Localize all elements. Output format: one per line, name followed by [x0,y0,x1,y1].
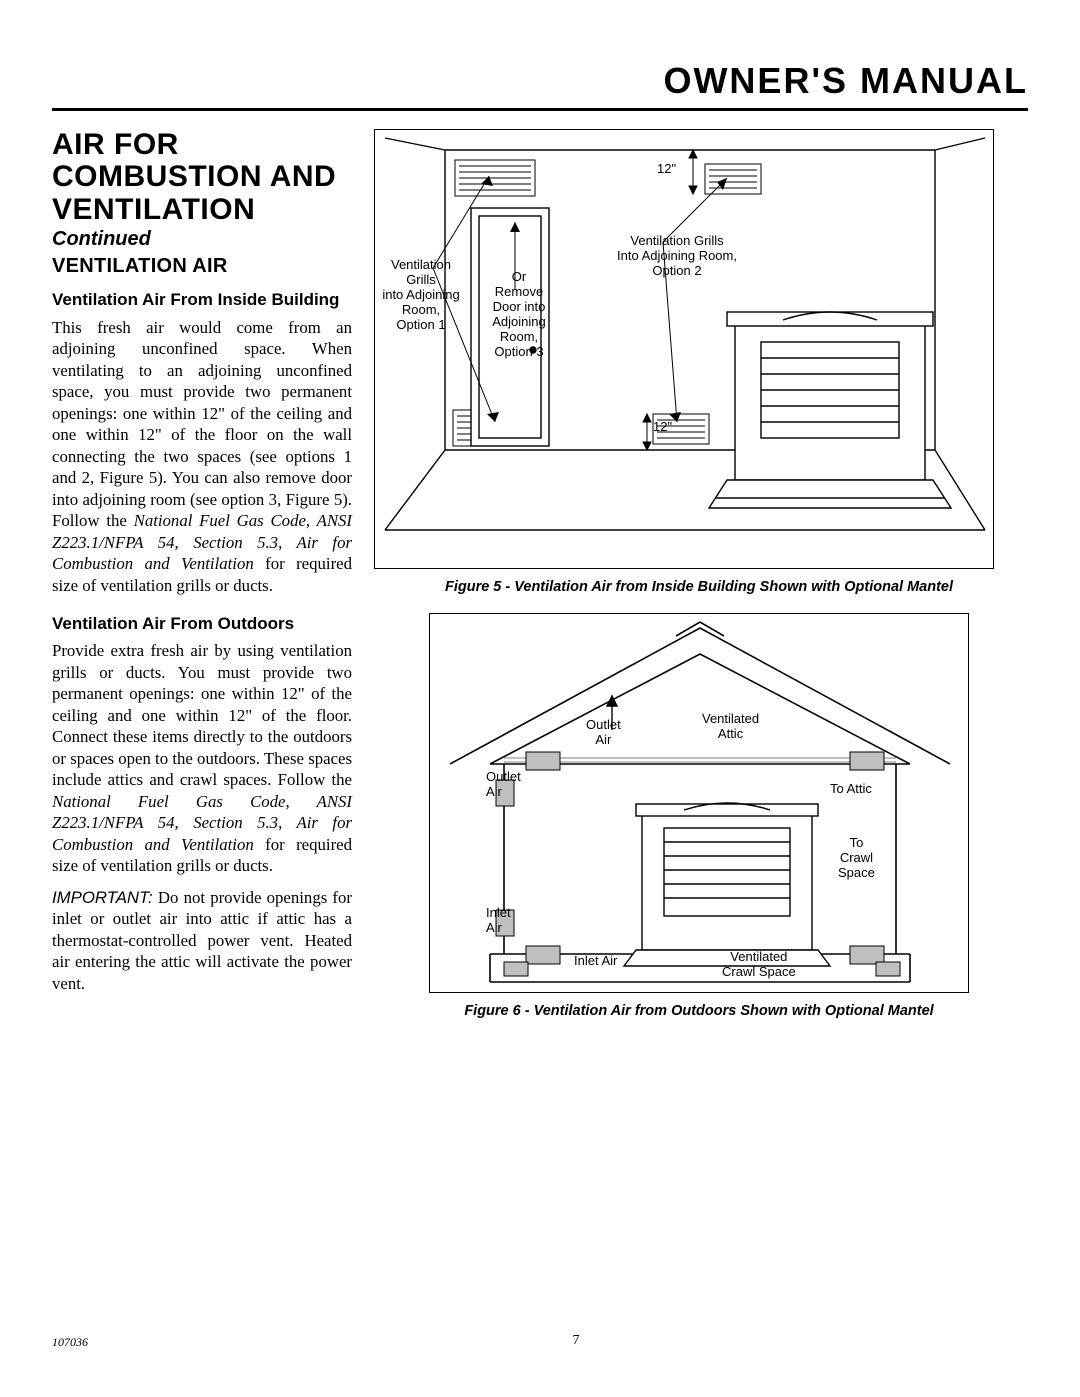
figure-5-caption: Figure 5 - Ventilation Air from Inside B… [370,579,1028,595]
inside-building-subheading: Ventilation Air From Inside Building [52,290,352,310]
body-text: This fresh air would come from an adjoin… [52,318,352,531]
ventilation-air-heading: VENTILATION AIR [52,255,352,278]
outdoors-subheading: Ventilation Air From Outdoors [52,614,352,634]
fig6-to-crawl: To Crawl Space [838,836,875,881]
fig6-outlet-top: Outlet Air [586,718,621,748]
fig5-12inch-bottom: 12" [653,420,672,435]
title-line: COMBUSTION AND [52,160,336,193]
fig6-to-attic: To Attic [830,782,872,797]
paragraph-important: IMPORTANT: Do not provide openings for i… [52,887,352,995]
page-footer: 107036 7 [52,1333,1028,1351]
doc-number: 107036 [52,1335,88,1349]
figure-6-caption: Figure 6 - Ventilation Air from Outdoors… [370,1003,1028,1019]
fig6-vent-crawl: Ventilated Crawl Space [722,950,796,980]
fig5-12inch-top: 12" [657,162,676,177]
fig5-option2-label: Ventilation Grills Into Adjoining Room, … [607,234,747,279]
fig6-inlet-left: Inlet Air [486,906,511,936]
section-title: AIR FOR COMBUSTION AND VENTILATION [52,129,352,226]
paragraph-outdoors: Provide extra fresh air by using ventila… [52,640,352,877]
left-column: AIR FOR COMBUSTION AND VENTILATION Conti… [52,129,352,1019]
header-rule [52,108,1028,111]
page-number: 7 [88,1333,1064,1349]
fig6-vent-attic: Ventilated Attic [702,712,759,742]
fig5-option1-label: Ventilation Grills into Adjoining Room, … [381,258,461,333]
important-label: IMPORTANT: [52,888,153,907]
right-column: Ventilation Grills into Adjoining Room, … [370,129,1028,1019]
page-header: OWNER'S MANUAL [52,60,1028,102]
figure-5: Ventilation Grills into Adjoining Room, … [374,129,994,569]
fig6-outlet-left: Outlet Air [486,770,521,800]
fig6-inlet-bottom: Inlet Air [574,954,617,969]
title-line: AIR FOR [52,128,179,161]
body-text: Provide extra fresh air by using ventila… [52,641,352,789]
figure-6-svg [430,614,970,994]
figure-5-svg [375,130,995,570]
fig5-option3-label: Or Remove Door into Adjoining Room, Opti… [483,270,555,360]
title-line: VENTILATION [52,193,255,226]
page: OWNER'S MANUAL AIR FOR COMBUSTION AND VE… [0,0,1080,1397]
content-columns: AIR FOR COMBUSTION AND VENTILATION Conti… [52,129,1028,1019]
paragraph-inside: This fresh air would come from an adjoin… [52,317,352,597]
continued-label: Continued [52,228,352,251]
figure-6: Outlet Air Outlet Air Ventilated Attic T… [429,613,969,993]
